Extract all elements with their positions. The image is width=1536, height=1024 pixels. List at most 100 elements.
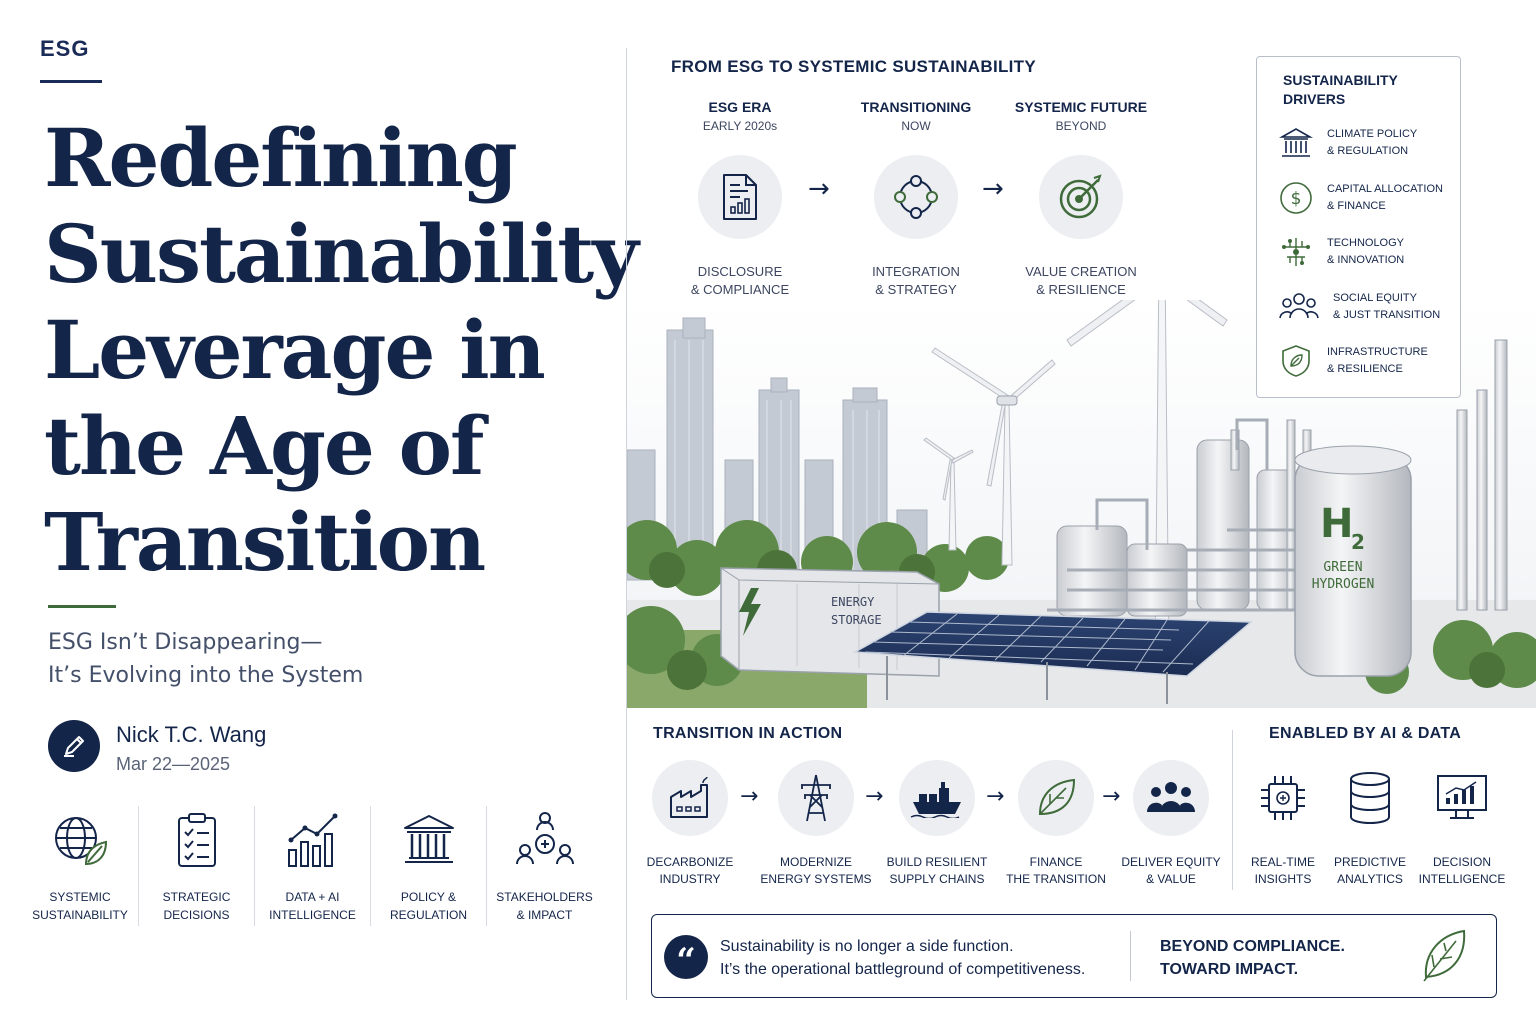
category-strip: SYSTEMIC SUSTAINABILITY STRATEGIC DECISI… (22, 806, 602, 926)
dollar-circle-icon: $ (1280, 182, 1312, 214)
action-label: MODERNIZE ENERGY SYSTEMS (760, 855, 872, 886)
action-label: DELIVER EQUITY & VALUE (1121, 855, 1221, 886)
tagline: BEYOND COMPLIANCE. TOWARD IMPACT. (1160, 935, 1345, 981)
title-line: Transition (44, 495, 486, 589)
ai-label: DECISION INTELLIGENCE (1418, 855, 1506, 886)
category-policy-regulation: POLICY & REGULATION (370, 806, 486, 926)
title-line: Leverage in (44, 303, 546, 397)
tagline-line: BEYOND COMPLIANCE. (1160, 938, 1345, 955)
page-title: Redefining Sustainability Leverage in th… (44, 110, 639, 590)
power-pylon-icon (778, 760, 854, 836)
category-label: STAKEHOLDERS & IMPACT (496, 890, 593, 922)
stakeholders-icon (515, 812, 574, 865)
hydrogen-subscript: 2 (1351, 530, 1365, 554)
hydrogen-label: GREEN (1323, 560, 1362, 575)
action-label: DECARBONIZE INDUSTRY (646, 855, 734, 886)
action-label: FINANCE THE TRANSITION (1006, 855, 1106, 886)
stage-period: EARLY 2020s (702, 119, 778, 133)
title-divider (48, 605, 116, 608)
subtitle-line: ESG Isn’t Disappearing— (48, 630, 323, 655)
driver-label: INFRASTRUCTURE & RESILIENCE (1327, 346, 1428, 375)
people-group-icon (1279, 293, 1319, 319)
title-line: the Age of (44, 399, 484, 493)
storage-label: STORAGE (831, 613, 882, 627)
hydrogen-label: HYDROGEN (1312, 577, 1375, 592)
leaf-icon (1018, 760, 1094, 836)
database-icon (1332, 760, 1408, 836)
stage-focus: INTEGRATION & STRATEGY (872, 264, 960, 297)
clipboard-checklist-icon (177, 813, 216, 867)
stage-systemic-future: SYSTEMIC FUTURE BEYOND VALUE CREATION & … (996, 99, 1166, 299)
hydrogen-formula: H (1320, 501, 1353, 547)
title-line: Redefining (44, 111, 518, 205)
quote-line: Sustainability is no longer a side funct… (720, 938, 1014, 955)
quote-icon: “ (664, 935, 708, 981)
report-document-icon (698, 155, 782, 239)
action-finance-transition: FINANCE THE TRANSITION (991, 760, 1121, 888)
stage-transitioning: TRANSITIONING NOW INTEGRATION & STRATEGY (831, 99, 1001, 299)
driver-technology: TECHNOLOGY & INNOVATION (1279, 232, 1459, 272)
stage-heading: TRANSITIONING (860, 99, 972, 115)
quote-text: Sustainability is no longer a side funct… (720, 935, 1085, 981)
driver-capital-allocation: $ CAPITAL ALLOCATION & FINANCE (1279, 178, 1459, 218)
ai-title: ENABLED BY AI & DATA (1269, 725, 1462, 742)
category-label: DATA + AI INTELLIGENCE (269, 890, 356, 922)
pen-icon (48, 720, 100, 772)
drivers-title: SUSTAINABILITY DRIVERS (1283, 72, 1398, 107)
category-strategic-decisions: STRATEGIC DECISIONS (138, 806, 254, 926)
category-label: STRATEGIC DECISIONS (162, 890, 231, 922)
target-icon (1039, 155, 1123, 239)
category-label: SYSTEMIC SUSTAINABILITY (32, 890, 128, 922)
driver-social-equity: SOCIAL EQUITY & JUST TRANSITION (1279, 287, 1459, 327)
tagline-line: TOWARD IMPACT. (1160, 961, 1299, 978)
quote-divider (1130, 931, 1131, 981)
driver-climate-policy: CLIMATE POLICY & REGULATION (1279, 123, 1459, 163)
driver-label: SOCIAL EQUITY & JUST TRANSITION (1333, 292, 1441, 321)
arrow-right-icon: → (986, 784, 1005, 809)
ai-predictive-analytics: PREDICTIVE ANALYTICS (1320, 760, 1420, 888)
quote-line: It’s the operational battleground of com… (720, 961, 1086, 978)
subtitle: ESG Isn’t Disappearing— It’s Evolving in… (48, 626, 548, 692)
stage-heading: ESG ERA (708, 99, 772, 115)
action-title: TRANSITION IN ACTION (653, 725, 843, 742)
people-icon (1133, 760, 1209, 836)
category-systemic-sustainability: SYSTEMIC SUSTAINABILITY (22, 806, 138, 926)
circuit-icon (1282, 238, 1310, 266)
subtitle-line: It’s Evolving into the System (48, 663, 364, 688)
driver-label: CLIMATE POLICY & REGULATION (1327, 128, 1418, 157)
cargo-ship-icon (899, 760, 975, 836)
storage-label: ENERGY (831, 595, 875, 609)
action-resilient-supply-chains: BUILD RESILIENT SUPPLY CHAINS (872, 760, 1002, 888)
network-cycle-icon (874, 155, 958, 239)
arrow-right-icon: → (982, 174, 1004, 204)
ai-decision-intelligence: DECISION INTELLIGENCE (1412, 760, 1512, 888)
shield-leaf-icon (1282, 345, 1310, 377)
arrow-right-icon: → (865, 784, 884, 809)
leaf-icon (1423, 929, 1466, 982)
factory-icon (652, 760, 728, 836)
action-deliver-equity: DELIVER EQUITY & VALUE (1106, 760, 1236, 888)
arrow-right-icon: → (808, 174, 830, 204)
section-tag: ESG (40, 36, 90, 61)
author-name: Nick T.C. Wang (116, 722, 267, 747)
bar-chart-icon (287, 813, 337, 867)
action-modernize-energy: MODERNIZE ENERGY SYSTEMS (751, 760, 881, 888)
svg-text:$: $ (1291, 189, 1302, 209)
stage-period: NOW (901, 119, 931, 133)
category-label: POLICY & REGULATION (389, 890, 468, 922)
stage-heading: SYSTEMIC FUTURE (1014, 99, 1148, 115)
driver-infrastructure: INFRASTRUCTURE & RESILIENCE (1279, 341, 1459, 381)
stage-focus: VALUE CREATION & RESILIENCE (1025, 264, 1137, 297)
government-building-icon (1279, 128, 1313, 157)
quote-banner: “ Sustainability is no longer a side fun… (651, 914, 1497, 998)
ai-real-time-insights: REAL-TIME INSIGHTS (1233, 760, 1333, 888)
ai-label: REAL-TIME INSIGHTS (1250, 855, 1315, 886)
chip-icon (1245, 760, 1321, 836)
sustainability-drivers-panel: SUSTAINABILITY DRIVERS CLIMATE POLICY & … (1256, 56, 1461, 398)
arrow-right-icon: → (740, 784, 759, 809)
globe-leaf-icon (55, 817, 108, 866)
section-divider (1232, 730, 1233, 890)
arrow-right-icon: → (1102, 784, 1121, 809)
category-stakeholders-impact: STAKEHOLDERS & IMPACT (486, 806, 602, 926)
ai-label: PREDICTIVE ANALYTICS (1333, 855, 1406, 886)
